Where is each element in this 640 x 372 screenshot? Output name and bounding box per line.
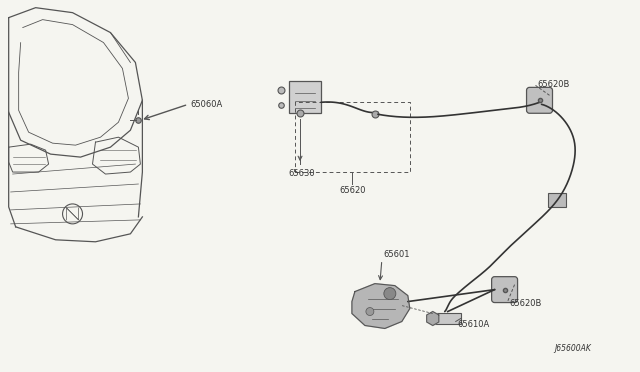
Circle shape <box>366 308 374 315</box>
Text: 65060A: 65060A <box>190 100 223 109</box>
Text: 65620B: 65620B <box>538 80 570 89</box>
Text: J65600AK: J65600AK <box>554 344 591 353</box>
Text: 65620: 65620 <box>339 186 365 195</box>
Text: 65610A: 65610A <box>458 320 490 329</box>
Text: 65620B: 65620B <box>509 299 542 308</box>
Polygon shape <box>352 283 410 328</box>
FancyBboxPatch shape <box>527 87 552 113</box>
Text: 65630: 65630 <box>288 169 315 178</box>
Polygon shape <box>427 311 439 326</box>
FancyBboxPatch shape <box>433 312 461 324</box>
FancyBboxPatch shape <box>289 81 321 113</box>
Circle shape <box>384 288 396 299</box>
Text: 65601: 65601 <box>384 250 410 259</box>
FancyBboxPatch shape <box>548 193 566 207</box>
FancyBboxPatch shape <box>492 277 518 302</box>
